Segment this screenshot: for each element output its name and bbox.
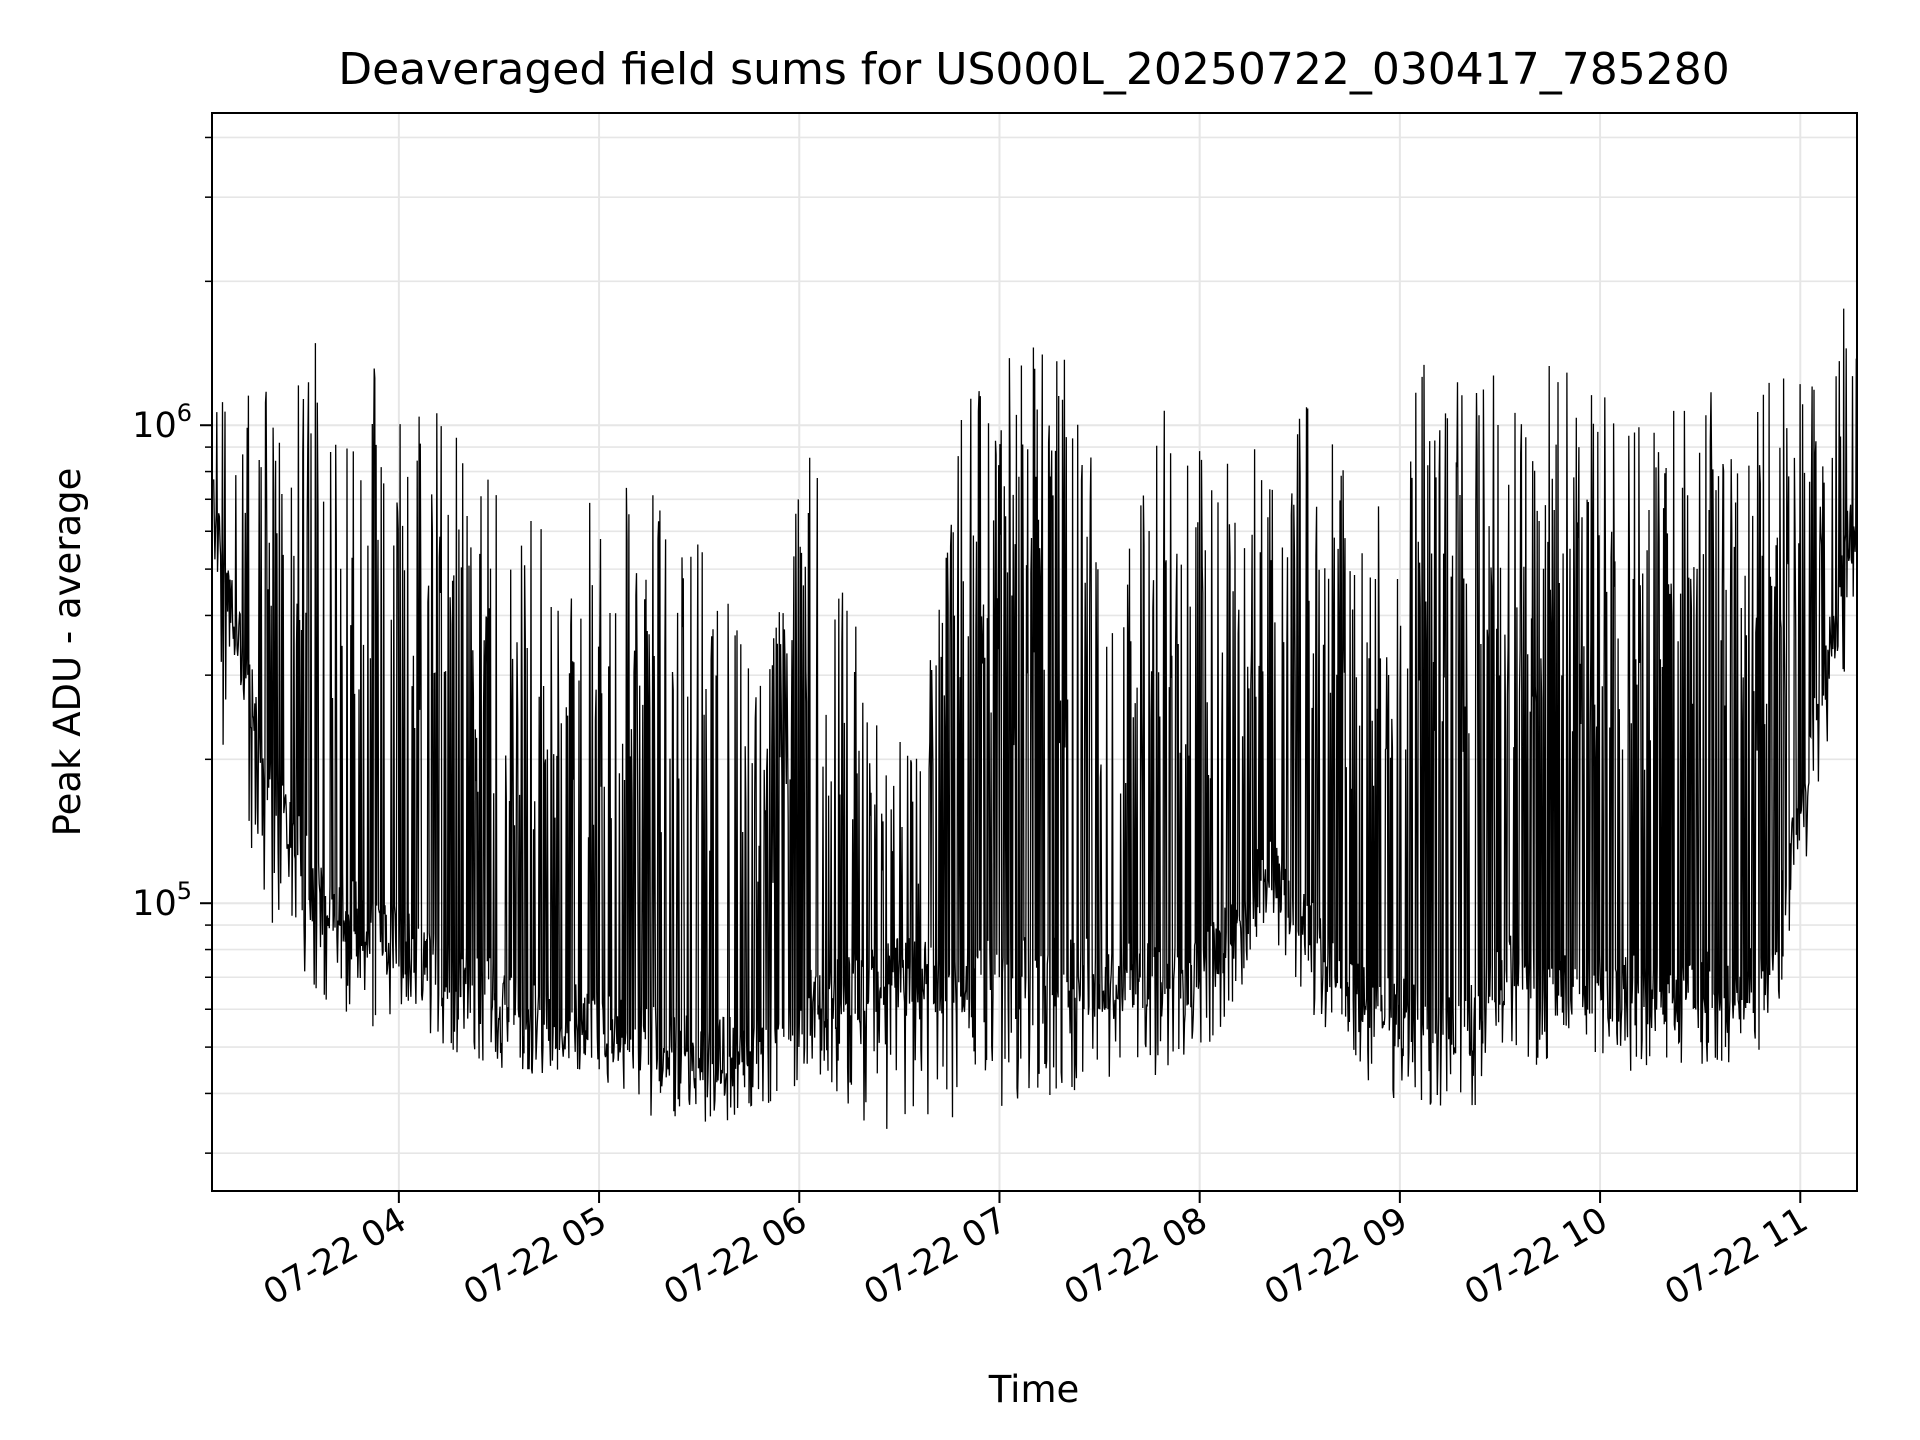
series-line (213, 308, 1857, 1129)
chart-title: Deaveraged field sums for US000L_2025072… (338, 44, 1730, 95)
y-tick-label: 106 (132, 399, 192, 446)
x-axis-label: Time (988, 1368, 1080, 1411)
y-tick-label: 105 (132, 877, 192, 924)
data-layer (213, 308, 1857, 1129)
y-axis: 105 106 (132, 136, 212, 1154)
y-axis-label: Peak ADU - average (46, 468, 89, 837)
plot-frame (211, 112, 1858, 1192)
